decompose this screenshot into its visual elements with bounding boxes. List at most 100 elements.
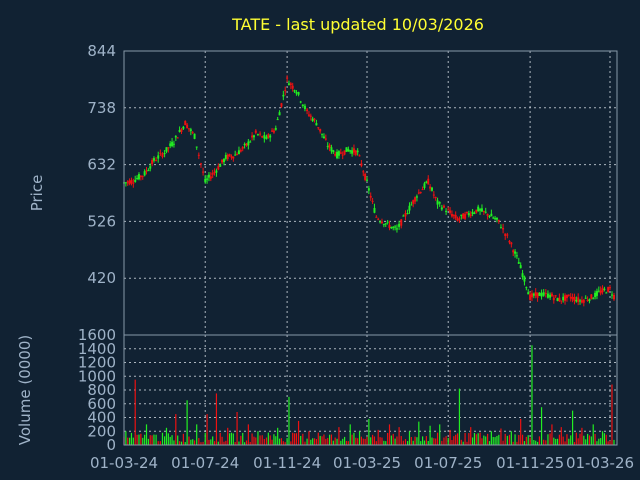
price-candle-body <box>215 170 218 173</box>
price-candle-body <box>336 151 339 159</box>
price-candle-body <box>398 223 401 227</box>
price-candle-body <box>480 208 483 212</box>
price-candle-body <box>311 118 314 122</box>
price-candle-body <box>202 171 205 173</box>
price-candle-body <box>128 180 131 185</box>
price-candle-body <box>429 186 432 189</box>
price-candle-body <box>291 85 294 89</box>
price-candle-body <box>226 154 229 160</box>
price-candle-body <box>454 214 457 219</box>
price-candle-body <box>364 173 367 180</box>
price-candle-body <box>358 155 361 157</box>
price-candle-body <box>334 153 337 156</box>
price-candle-body <box>556 298 559 301</box>
price-candle-body <box>139 175 142 178</box>
price-candle-body <box>341 154 344 156</box>
price-candle-body <box>404 213 407 217</box>
price-candle-body <box>530 293 533 298</box>
price-candle-body <box>519 265 522 269</box>
price-candle-body <box>494 218 497 220</box>
price-candle-body <box>499 227 502 229</box>
x-tick-label: 01-03-26 <box>566 454 634 472</box>
price-candle-body <box>514 251 517 254</box>
price-candle-body <box>186 124 189 129</box>
price-candle-body <box>497 219 500 222</box>
price-candle-body <box>362 171 365 173</box>
x-tick-label: 01-11-25 <box>496 454 564 472</box>
price-candle-body <box>206 178 209 180</box>
price-candle-body <box>415 196 418 198</box>
price-candle-body <box>567 294 570 296</box>
price-candle-body <box>504 233 507 236</box>
price-candle-body <box>552 297 555 301</box>
price-candle-body <box>319 128 322 132</box>
price-candle-body <box>282 94 285 97</box>
price-candle-body <box>479 209 482 211</box>
price-candle-body <box>430 187 433 191</box>
price-candle-body <box>456 218 459 221</box>
price-candle-body <box>601 288 604 293</box>
price-candle-body <box>241 147 244 149</box>
price-candle-body <box>155 160 158 162</box>
price-candle-body <box>332 150 335 153</box>
price-candle-body <box>473 212 476 214</box>
price-candle-body <box>502 227 505 230</box>
price-candle-body <box>366 179 368 181</box>
price-candle-body <box>280 103 283 107</box>
price-candle-body <box>417 192 420 194</box>
price-candle-body <box>287 83 290 86</box>
price-candle-body <box>438 202 441 204</box>
price-candle-body <box>594 292 597 298</box>
price-candle-body <box>256 134 259 136</box>
price-candle-body <box>506 234 509 236</box>
price-candle-body <box>352 148 355 153</box>
price-candle-body <box>384 223 387 225</box>
price-candle-body <box>191 132 194 134</box>
price-candle-body <box>599 290 602 294</box>
price-candle-body <box>560 300 563 302</box>
x-tick-label: 01-03-24 <box>90 454 158 472</box>
price-candle-body <box>184 120 187 126</box>
x-tick-label: 01-07-24 <box>171 454 239 472</box>
price-candle-body <box>592 298 595 300</box>
price-candle-body <box>432 194 435 196</box>
price-candle-body <box>564 295 567 301</box>
price-candle-body <box>390 226 393 229</box>
price-candle-body <box>586 300 589 302</box>
price-candle-body <box>527 292 530 295</box>
price-candle-body <box>515 255 518 257</box>
price-candle-body <box>307 114 310 116</box>
price-candle-body <box>382 224 385 226</box>
price-candle-body <box>159 152 162 154</box>
price-candle-body <box>347 149 350 152</box>
price-candle-body <box>577 297 580 302</box>
price-candle-body <box>269 135 272 138</box>
price-candle-body <box>137 174 140 180</box>
price-candle-body <box>163 152 166 155</box>
price-candle-body <box>228 154 231 157</box>
price-candle-body <box>349 150 352 152</box>
price-candle-body <box>565 294 568 299</box>
price-candle-body <box>395 228 398 230</box>
price-candle-body <box>392 226 395 228</box>
price-candle-body <box>313 118 316 120</box>
volume-tick-label: 1000 <box>78 367 116 385</box>
price-candle-body <box>293 90 296 92</box>
price-candle-body <box>612 294 615 300</box>
price-candle-body <box>317 127 320 129</box>
price-candle-body <box>460 214 463 216</box>
price-candle-body <box>161 153 164 157</box>
price-candle-body <box>369 195 372 198</box>
price-candle-body <box>132 182 135 184</box>
price-candle-body <box>573 296 576 301</box>
price-candle-body <box>465 211 468 214</box>
price-candle-body <box>549 294 552 298</box>
volume-axis-label: Volume (0000) <box>16 335 34 445</box>
price-candle-body <box>306 109 309 111</box>
price-candle-body <box>230 156 233 158</box>
price-candle-body <box>351 150 354 154</box>
price-candle-body <box>569 296 572 299</box>
price-candle-body <box>187 128 190 130</box>
price-candle-body <box>554 295 557 297</box>
